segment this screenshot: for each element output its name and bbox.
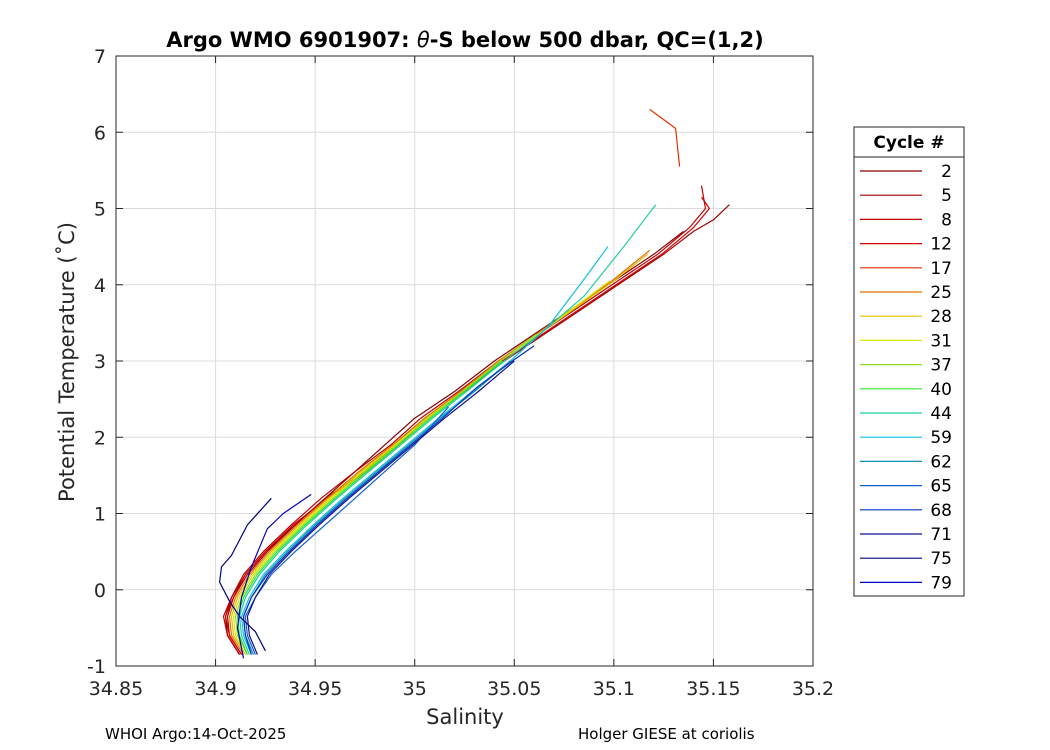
x-tick-label: 35.1 (593, 678, 635, 700)
chart-title-prefix: Argo WMO 6901907: (166, 28, 417, 52)
legend-label-cycle-71: 71 (930, 525, 952, 545)
y-tick-label: 0 (94, 580, 106, 602)
legend-label-cycle-59: 59 (930, 428, 952, 448)
y-tick-label: 5 (94, 199, 106, 221)
series-layer (219, 108, 730, 659)
y-tick-labels: -1 0 1 2 3 4 5 6 7 (87, 46, 106, 678)
x-tick-labels: 34.85 34.9 34.95 35 35.05 35.1 35.15 35.2 (89, 678, 834, 700)
chart-title-suffix: -S below 500 dbar, QC=(1,2) (430, 28, 764, 52)
chart-title-theta: θ (417, 28, 430, 52)
x-tick-label: 34.9 (194, 678, 236, 700)
legend-box (853, 126, 965, 597)
legend-label-cycle-28: 28 (930, 307, 952, 327)
x-tick-label: 34.85 (89, 678, 143, 700)
x-tick-label: 35 (403, 678, 427, 700)
x-tick-label: 35.05 (487, 678, 541, 700)
footer-left: WHOI Argo:14-Oct-2025 (105, 725, 287, 743)
x-axis-label: Salinity (426, 705, 504, 729)
x-tick-label: 35.2 (792, 678, 834, 700)
chart-title: Argo WMO 6901907: θ-S below 500 dbar, QC… (166, 28, 763, 52)
plot-area: 34.85 34.9 34.95 35 35.05 35.1 35.15 35.2 -1012… (87, 46, 834, 700)
y-axis-label: Potential Temperature (˚C) (55, 222, 79, 502)
legend-label-cycle-79: 79 (930, 573, 952, 593)
legend-label-cycle-75: 75 (930, 549, 952, 569)
y-tick-label: 3 (94, 351, 106, 373)
legend-label-cycle-44: 44 (930, 404, 952, 424)
series-line-cycle-37 (234, 333, 537, 655)
series-line-cycle-44 (238, 204, 657, 655)
y-tick-label: 1 (94, 504, 106, 526)
legend-label-cycle-17: 17 (930, 259, 952, 279)
legend-label-cycle-31: 31 (930, 331, 952, 351)
series-line-cycle-75 (219, 497, 272, 652)
legend-label-cycle-8: 8 (941, 210, 952, 230)
legend-label-cycle-5: 5 (941, 186, 952, 206)
series-line-cycle-40 (236, 360, 503, 655)
legend-title: Cycle # (873, 133, 944, 153)
legend-label-cycle-65: 65 (930, 477, 952, 497)
y-tick-label: 7 (94, 46, 106, 68)
series-line-cycle-59 (240, 246, 609, 655)
x-tick-label: 35.15 (686, 678, 740, 700)
legend-label-cycle-40: 40 (930, 380, 952, 400)
y-tick-label: 2 (94, 427, 106, 449)
x-tick-label: 34.95 (288, 678, 342, 700)
legend-label-cycle-25: 25 (930, 283, 952, 303)
tick-marks (115, 55, 814, 667)
series-line-cycle-79 (236, 493, 312, 659)
legend-label-cycle-62: 62 (930, 452, 952, 472)
y-tick-label: 6 (94, 122, 106, 144)
y-tick-label: -1 (87, 656, 106, 678)
series-line-cycle-17 (649, 108, 681, 167)
legend-label-cycle-12: 12 (930, 235, 952, 255)
legend: Cycle # 25812172528313740445962656871757… (853, 126, 965, 597)
footer-right: Holger GIESE at coriolis (578, 725, 755, 743)
legend-label-cycle-2: 2 (941, 162, 952, 182)
y-tick-label: 4 (94, 275, 106, 297)
series-line-cycle-71 (246, 360, 515, 655)
series-line-cycle-8 (222, 185, 707, 655)
legend-label-cycle-37: 37 (930, 356, 952, 376)
legend-label-cycle-68: 68 (930, 501, 952, 521)
series-line-cycle-68 (242, 345, 535, 655)
